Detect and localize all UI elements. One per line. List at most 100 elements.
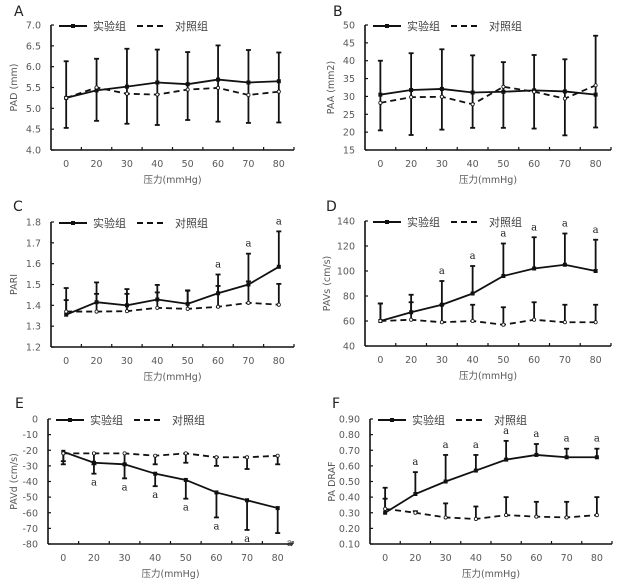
significance-label: a (152, 490, 158, 501)
series-line-control (63, 452, 278, 459)
data-point-control (185, 87, 190, 92)
y-tick-label: 0.60 (339, 461, 360, 472)
panel-letter: D (326, 199, 337, 215)
y-axis-label: PARI (9, 274, 20, 295)
x-axis-label: 压力(mmHg) (462, 568, 520, 580)
y-tick-label: 0.50 (339, 477, 360, 488)
data-point-experimental (443, 479, 448, 484)
y-tick-label: -30 (22, 461, 38, 472)
y-tick-label: 0.80 (339, 430, 360, 441)
y-tick-label: 20 (343, 128, 355, 139)
data-point-experimental (183, 477, 188, 482)
significance-label: a (564, 434, 570, 445)
significance-label: a (594, 434, 600, 445)
data-point-control (64, 309, 69, 314)
x-axis-label: 压力(mmHg) (141, 568, 199, 580)
x-tick-label: 80 (590, 159, 602, 170)
y-tick-label: -10 (22, 430, 38, 441)
series-line-control (65, 86, 279, 99)
significance-label: a (500, 229, 506, 240)
significance-label: a (470, 251, 476, 262)
y-tick-label: 35 (343, 74, 355, 85)
data-point-experimental (275, 506, 280, 511)
data-point-control (155, 92, 160, 97)
x-tick-label: 20 (405, 355, 417, 366)
data-point-control (276, 302, 281, 307)
series-line-experimental (63, 450, 278, 509)
data-point-experimental (155, 80, 160, 85)
data-point-control (532, 317, 537, 322)
y-axis-label: PAD (mm) (9, 64, 20, 112)
x-tick-label: 20 (91, 159, 103, 170)
y-tick-label: 0.40 (339, 493, 360, 504)
legend-control-label: 对照组 (172, 413, 205, 427)
data-point-experimental (383, 510, 388, 515)
panel-letter: F (332, 396, 340, 412)
x-tick-label: 70 (242, 356, 254, 367)
legend-experimental-marker (390, 418, 394, 422)
x-tick-label: 30 (119, 553, 131, 564)
significance-label: a (276, 216, 282, 227)
x-tick-label: 70 (561, 553, 573, 564)
data-point-control (501, 84, 506, 89)
x-tick-label: 70 (559, 159, 571, 170)
y-tick-label: 25 (343, 110, 355, 121)
y-tick-label: 120 (337, 242, 355, 253)
data-point-experimental (439, 86, 444, 91)
y-tick-label: 1.8 (26, 218, 41, 229)
x-tick-label: 80 (590, 355, 602, 366)
y-tick-label: 60 (343, 317, 355, 328)
data-point-control (246, 300, 251, 305)
significance-label: a (473, 440, 479, 451)
series-line-control (380, 318, 596, 326)
data-point-control (245, 455, 250, 460)
y-tick-label: 0.30 (339, 508, 360, 519)
x-tick-label: 20 (91, 356, 103, 367)
significance-label: a (443, 440, 449, 451)
legend-control-label: 对照组 (175, 216, 208, 230)
y-axis-label: PAA (mm2) (326, 61, 337, 114)
significance-label: a (287, 538, 293, 549)
x-tick-label: 30 (121, 356, 133, 367)
significance-label: a (533, 429, 539, 440)
panel-E: E PAVd (cm/s) 0 -10 -20 -30 -40 -50 -60 -70 -80 0 20… (0, 390, 308, 585)
legend-experimental-label: 实验组 (407, 215, 440, 229)
y-tick-label: 30 (343, 92, 355, 103)
data-point-control (153, 453, 158, 458)
data-point-control (122, 451, 127, 456)
data-point-control (409, 317, 414, 322)
series-line-experimental (384, 454, 597, 514)
y-tick-label: 140 (337, 217, 355, 228)
data-point-experimental (246, 80, 251, 85)
data-point-experimental (470, 291, 475, 296)
data-point-control (185, 306, 190, 311)
y-tick-label: 0.10 (339, 540, 360, 551)
x-axis-label: 压力(mmHg) (459, 174, 517, 186)
y-axis-label: PAVd (cm/s) (9, 453, 20, 510)
x-tick-label: 40 (470, 553, 482, 564)
x-tick-label: 50 (497, 355, 509, 366)
x-tick-label: 0 (63, 356, 69, 367)
y-tick-label: 50 (343, 21, 355, 32)
significance-label: a (412, 457, 418, 468)
x-tick-label: 60 (210, 553, 222, 564)
y-tick-label: 100 (337, 267, 355, 278)
data-point-control (216, 304, 221, 309)
y-tick-label: -40 (22, 477, 38, 488)
data-point-control (94, 309, 99, 314)
x-tick-label: 70 (559, 355, 571, 366)
x-tick-label: 0 (60, 553, 66, 564)
series-line-experimental (65, 78, 279, 99)
data-point-experimental (124, 84, 129, 89)
data-point-control (91, 451, 96, 456)
legend-experimental-label: 实验组 (93, 216, 126, 230)
y-tick-label: 0 (32, 415, 38, 426)
x-tick-label: 60 (212, 356, 224, 367)
x-tick-label: 0 (382, 553, 388, 564)
data-point-control (439, 94, 444, 99)
data-point-experimental (504, 457, 509, 462)
data-point-experimental (562, 89, 567, 94)
legend-control-label: 对照组 (489, 19, 522, 33)
data-point-control (216, 85, 221, 90)
data-point-experimental (532, 266, 537, 271)
